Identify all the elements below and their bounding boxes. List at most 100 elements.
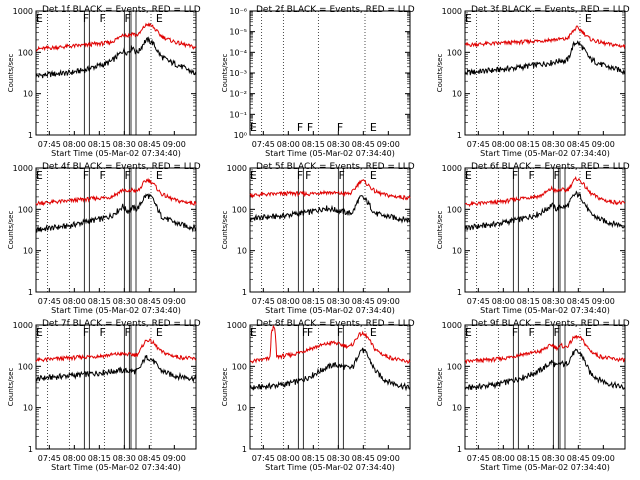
panel-title: Det 4f BLACK = Events, RED = LLD <box>42 162 201 172</box>
event-marker-f: F <box>83 169 89 182</box>
panel-title: Det 3f BLACK = Events, RED = LLD <box>471 5 630 15</box>
x-tick-label: 07:45 <box>38 454 61 463</box>
x-tick-label: 08:30 <box>327 297 350 306</box>
x-tick-label: 08:45 <box>352 454 375 463</box>
y-tick-label: 10⁻² <box>229 90 247 99</box>
x-tick-label: 08:30 <box>327 140 350 149</box>
panel-title: Det 2f BLACK = Events, RED = LLD <box>256 5 415 15</box>
plot-frame <box>35 167 197 293</box>
series-events <box>35 193 197 233</box>
y-tick-label: 10 <box>452 90 462 99</box>
event-marker-e: E <box>585 12 592 25</box>
x-tick-label: 08:45 <box>567 297 590 306</box>
x-tick-label: 08:45 <box>352 297 375 306</box>
event-marker-e: E <box>156 169 163 182</box>
plot-frame <box>249 10 411 136</box>
event-marker-f: F <box>83 326 89 339</box>
event-marker-f: F <box>554 326 560 339</box>
x-tick-label: 08:45 <box>138 140 161 149</box>
event-marker-f: F <box>554 169 560 182</box>
x-tick-label: 08:30 <box>113 454 136 463</box>
y-tick-label: 100 <box>18 362 33 371</box>
interval-band <box>123 167 130 293</box>
event-marker-e: E <box>585 326 592 339</box>
y-tick-label: 100 <box>232 205 247 214</box>
y-tick-label: 1 <box>457 288 462 297</box>
event-marker-f: F <box>302 326 308 339</box>
interval-band <box>130 324 137 450</box>
event-marker-f: F <box>529 326 535 339</box>
event-marker-f: F <box>512 326 518 339</box>
series-events <box>464 190 626 231</box>
x-axis-label: Start Time (05-Mar-02 07:34:40) <box>480 463 610 472</box>
event-marker-e: E <box>156 326 163 339</box>
x-tick-label: 07:45 <box>252 297 275 306</box>
series-lld <box>464 25 626 50</box>
y-tick-label: 1 <box>28 445 33 454</box>
series-lld <box>35 22 197 52</box>
panel-4: Det 4f BLACK = Events, RED = LLD 1 10 100 10… <box>7 162 201 315</box>
event-marker-e: E <box>370 326 377 339</box>
plot-frame <box>35 10 197 136</box>
interval-band <box>552 324 559 450</box>
x-tick-label: 08:00 <box>63 454 86 463</box>
y-tick-label: 10⁻⁴ <box>229 48 247 57</box>
panel-3: Det 3f BLACK = Events, RED = LLD 1 10 100 10… <box>436 5 630 158</box>
x-tick-label: 07:45 <box>467 454 490 463</box>
x-tick-label: 08:30 <box>327 454 350 463</box>
x-tick-label: 09:00 <box>377 140 400 149</box>
series-events <box>249 347 410 392</box>
x-tick-label: 08:00 <box>277 140 300 149</box>
interval-band <box>123 10 130 136</box>
event-marker-e: E <box>465 12 472 25</box>
event-marker-f: F <box>339 169 345 182</box>
x-tick-label: 08:00 <box>63 297 86 306</box>
y-tick-label: 10 <box>452 404 462 413</box>
series-events <box>35 354 197 383</box>
y-axis-label: Counts/sec <box>436 368 444 407</box>
y-tick-label: 10⁻¹ <box>229 110 247 119</box>
event-marker-e: E <box>36 326 43 339</box>
x-axis-label: Start Time (05-Mar-02 07:34:40) <box>265 149 395 158</box>
panel-2: Det 2f BLACK = Events, RED = LLD 10⁰ 10⁻¹ 1… <box>221 5 415 158</box>
y-axis-label: Counts/sec <box>221 54 229 93</box>
series-events <box>249 195 411 224</box>
x-tick-label: 08:15 <box>517 454 540 463</box>
interval-band <box>123 324 130 450</box>
x-tick-label: 08:00 <box>277 454 300 463</box>
x-tick-label: 08:15 <box>88 140 111 149</box>
y-tick-label: 1 <box>457 131 462 140</box>
x-tick-label: 08:00 <box>492 297 515 306</box>
event-marker-f: F <box>297 121 303 134</box>
y-tick-label: 1 <box>242 445 247 454</box>
x-tick-label: 08:30 <box>113 297 136 306</box>
event-marker-f: F <box>337 121 343 134</box>
y-tick-label: 1000 <box>13 164 33 173</box>
event-marker-e: E <box>370 169 377 182</box>
y-tick-label: 100 <box>447 205 462 214</box>
series-lld <box>35 177 197 207</box>
y-tick-label: 1000 <box>13 7 33 16</box>
panel-title: Det 7f BLACK = Events, RED = LLD <box>42 319 201 329</box>
y-axis-label: Counts/sec <box>221 211 229 250</box>
y-tick-label: 1000 <box>227 321 247 330</box>
event-marker-f: F <box>125 12 131 25</box>
event-marker-f: F <box>100 169 106 182</box>
event-marker-e: E <box>36 12 43 25</box>
y-tick-label: 1000 <box>442 164 462 173</box>
event-marker-f: F <box>305 169 311 182</box>
y-tick-label: 1000 <box>442 7 462 16</box>
panel-6: Det 6f BLACK = Events, RED = LLD 1 10 100 10… <box>436 162 630 315</box>
y-tick-label: 10⁻⁶ <box>229 7 247 16</box>
event-marker-e: E <box>465 326 472 339</box>
y-axis-label: Counts/sec <box>436 211 444 250</box>
x-axis-label: Start Time (05-Mar-02 07:34:40) <box>51 463 181 472</box>
y-tick-label: 10 <box>237 404 247 413</box>
x-tick-label: 08:00 <box>63 140 86 149</box>
plot-frame <box>464 10 626 136</box>
y-tick-label: 10⁻³ <box>229 69 247 78</box>
y-axis-label: Counts/sec <box>7 54 15 93</box>
y-axis-label: Counts/sec <box>7 368 15 407</box>
x-tick-label: 08:00 <box>492 454 515 463</box>
y-tick-label: 10 <box>237 247 247 256</box>
